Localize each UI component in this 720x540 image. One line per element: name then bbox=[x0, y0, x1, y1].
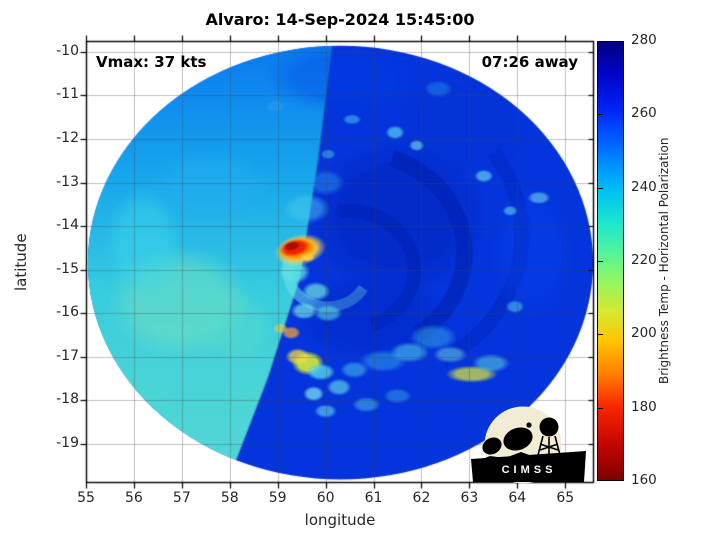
chart-title: Alvaro: 14-Sep-2024 15:45:00 bbox=[205, 10, 475, 29]
vmax-annotation: Vmax: 37 kts bbox=[96, 53, 207, 71]
y-tick-label: -16 bbox=[56, 304, 79, 321]
colorbar-tick-mark bbox=[598, 407, 603, 409]
satellite-dish-small-icon bbox=[482, 437, 502, 455]
y-tick-label: -18 bbox=[56, 391, 79, 408]
x-tick-label: 56 bbox=[125, 490, 143, 506]
x-tick-label: 60 bbox=[316, 490, 335, 506]
colorbar-tick-mark bbox=[598, 114, 603, 116]
x-tick-label: 61 bbox=[364, 490, 383, 506]
colorbar-label: Brightness Temp - Horizontal Polarizatio… bbox=[657, 137, 671, 385]
y-tick-label: -12 bbox=[56, 129, 79, 146]
y-tick-label: -10 bbox=[56, 42, 79, 59]
colorbar-tick-label: 200 bbox=[631, 325, 657, 342]
y-tick-label: -14 bbox=[56, 217, 79, 234]
colorbar-tick-mark bbox=[598, 334, 603, 336]
water-tower-tank bbox=[539, 417, 559, 437]
x-tick-label: 65 bbox=[556, 490, 575, 506]
x-tick-label: 63 bbox=[460, 490, 479, 506]
colorbar-tick-label: 160 bbox=[631, 472, 657, 488]
y-tick-label: -13 bbox=[56, 173, 79, 190]
logo-text: CIMSS bbox=[502, 464, 557, 476]
colorbar-tick-mark bbox=[598, 187, 603, 189]
cimss-logo: CIMSS bbox=[471, 406, 586, 484]
colorbar-tick-label: 240 bbox=[631, 178, 657, 195]
time-away-annotation: 07:26 away bbox=[481, 53, 578, 71]
x-tick-label: 62 bbox=[412, 490, 431, 506]
satellite-dish-icon bbox=[503, 427, 533, 451]
colorbar-tick-label: 280 bbox=[631, 32, 657, 48]
x-tick-label: 59 bbox=[268, 490, 287, 506]
x-tick-label: 58 bbox=[220, 490, 239, 506]
x-tick-label: 55 bbox=[77, 490, 95, 506]
logo-banner bbox=[471, 451, 586, 482]
y-tick-label: -19 bbox=[56, 434, 79, 451]
x-axis-label: longitude bbox=[304, 511, 376, 529]
y-axis-label: latitude bbox=[12, 233, 30, 291]
colorbar-tick-label: 260 bbox=[631, 105, 657, 122]
y-tick-label: -17 bbox=[56, 347, 79, 364]
dish-feed bbox=[526, 422, 532, 428]
colorbar-tick-mark bbox=[598, 261, 603, 262]
y-tick-label: -15 bbox=[56, 260, 79, 277]
y-tick-label: -11 bbox=[56, 86, 79, 103]
colorbar-tick-label: 180 bbox=[631, 398, 657, 415]
x-tick-label: 64 bbox=[508, 490, 527, 506]
x-tick-label: 57 bbox=[172, 490, 191, 506]
colorbar-tick-label: 220 bbox=[631, 252, 657, 268]
